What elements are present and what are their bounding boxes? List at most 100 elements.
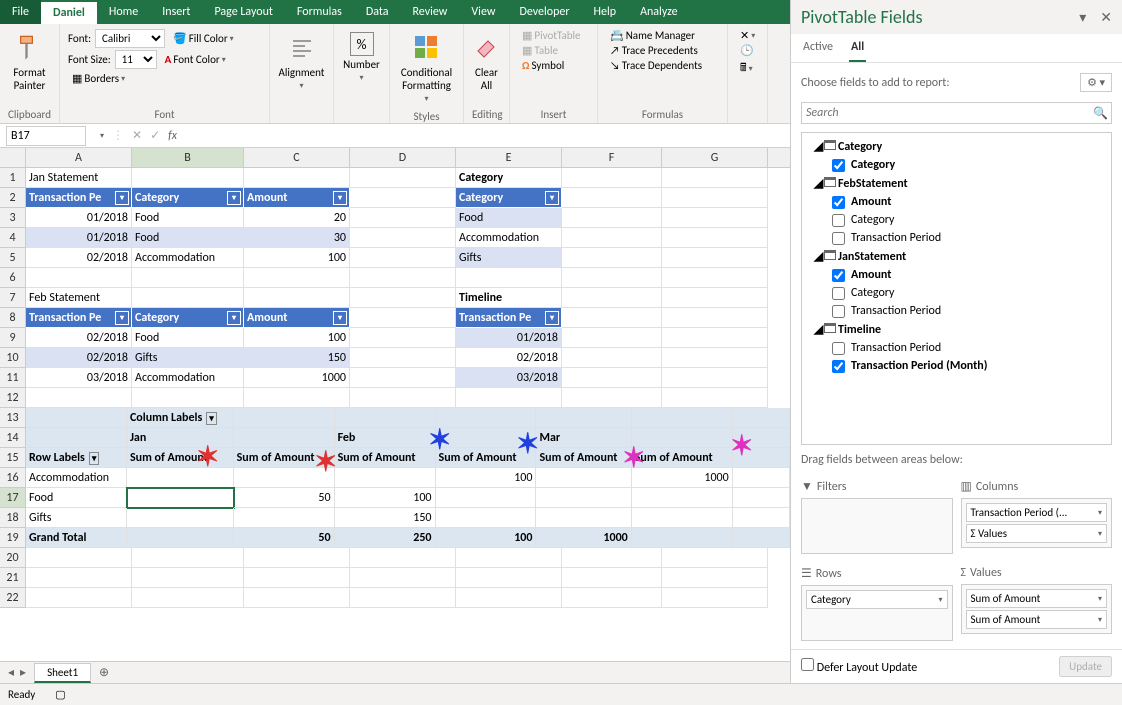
col-header-G[interactable]: G [662, 148, 768, 167]
cell[interactable]: Accommodation [456, 228, 562, 248]
cell[interactable] [562, 568, 662, 588]
cell[interactable]: Food [456, 208, 562, 228]
field-checkbox[interactable] [832, 360, 845, 373]
cell[interactable] [350, 548, 456, 568]
alignment-button[interactable]: Alignment▾ [278, 28, 325, 95]
row-header-21[interactable]: 21 [0, 568, 26, 588]
cell[interactable]: Food [132, 228, 244, 248]
cell[interactable] [26, 588, 132, 608]
row-header-17[interactable]: 17 [0, 488, 26, 508]
row-header-18[interactable]: 18 [0, 508, 26, 528]
val-item-sum2[interactable]: Sum of Amount [966, 610, 1108, 629]
sheet-nav[interactable]: ◂▸ [0, 665, 34, 680]
cell[interactable] [662, 588, 768, 608]
field-item[interactable]: Transaction Period [806, 339, 1107, 357]
sheet-tab-sheet1[interactable]: Sheet1 [34, 663, 91, 683]
row-header-7[interactable]: 7 [0, 288, 26, 308]
update-button[interactable]: Update [1059, 656, 1112, 677]
columns-drop-area[interactable]: Transaction Period (... Σ Values [961, 498, 1113, 548]
cell[interactable] [562, 548, 662, 568]
row-header-10[interactable]: 10 [0, 348, 26, 368]
tab-analyze[interactable]: Analyze [628, 0, 690, 24]
font-select[interactable]: Calibri [95, 29, 165, 48]
cell[interactable] [562, 188, 662, 208]
cell[interactable] [244, 288, 350, 308]
cell[interactable] [244, 168, 350, 188]
field-item[interactable]: Transaction Period (Month) [806, 357, 1107, 375]
cell[interactable] [26, 568, 132, 588]
cell[interactable] [456, 568, 562, 588]
cell[interactable] [562, 328, 662, 348]
filters-drop-area[interactable] [801, 498, 953, 554]
col-header-D[interactable]: D [350, 148, 456, 167]
row-header-1[interactable]: 1 [0, 168, 26, 188]
cell[interactable]: 01/2018 [26, 228, 132, 248]
cell[interactable]: Sum of Amount [335, 448, 436, 468]
cell[interactable] [562, 368, 662, 388]
tab-review[interactable]: Review [400, 0, 459, 24]
cell[interactable] [350, 388, 456, 408]
cell[interactable]: 02/2018 [26, 248, 132, 268]
fill-color-button[interactable]: 🪣 Fill Color ▾ [169, 31, 238, 46]
field-item[interactable]: Transaction Period [806, 302, 1107, 320]
col-header-B[interactable]: B [132, 148, 244, 167]
cell[interactable] [562, 248, 662, 268]
cell[interactable] [350, 228, 456, 248]
trace-precedents-button[interactable]: ↗ Trace Precedents [606, 43, 719, 58]
cell[interactable]: Gifts [132, 348, 244, 368]
field-table-category[interactable]: ◢Category [806, 137, 1107, 156]
cell[interactable] [234, 408, 335, 428]
cell[interactable] [562, 268, 662, 288]
cell[interactable]: Sum of Amount [234, 448, 335, 468]
cell[interactable] [662, 568, 768, 588]
tab-daniel[interactable]: Daniel [41, 0, 97, 24]
cell[interactable] [350, 208, 456, 228]
cell[interactable]: Transaction Pe [26, 188, 132, 208]
cell[interactable]: Grand Total [26, 528, 127, 548]
cell[interactable] [662, 348, 768, 368]
tab-home[interactable]: Home [97, 0, 150, 24]
name-manager-button[interactable]: 📇 Name Manager [606, 28, 719, 43]
cell[interactable] [662, 188, 768, 208]
cell[interactable]: 1000 [536, 528, 631, 548]
cell[interactable] [350, 588, 456, 608]
cell[interactable] [234, 468, 335, 488]
tab-data[interactable]: Data [354, 0, 401, 24]
cell[interactable]: Amount [244, 188, 350, 208]
calculator-button[interactable]: 🖩▾ [736, 58, 759, 79]
cell[interactable] [350, 168, 456, 188]
cell[interactable] [733, 428, 790, 448]
tab-formulas[interactable]: Formulas [285, 0, 354, 24]
cell[interactable] [132, 288, 244, 308]
pane-dropdown-icon[interactable]: ▾ [1079, 9, 1086, 26]
cell[interactable] [662, 168, 768, 188]
cell[interactable]: 100 [436, 468, 537, 488]
cell[interactable] [26, 388, 132, 408]
field-item[interactable]: Category [806, 156, 1107, 174]
cell[interactable] [127, 488, 234, 508]
field-checkbox[interactable] [832, 269, 845, 282]
cell[interactable] [632, 508, 733, 528]
name-box[interactable] [6, 126, 86, 146]
filter-dropdown-icon[interactable] [545, 311, 559, 325]
cell[interactable] [350, 268, 456, 288]
cell[interactable]: Column Labels▾ [127, 408, 234, 428]
field-checkbox[interactable] [832, 287, 845, 300]
tab-view[interactable]: View [459, 0, 507, 24]
cell[interactable] [127, 468, 234, 488]
cell[interactable]: Feb [335, 428, 436, 448]
cell[interactable] [562, 288, 662, 308]
cell[interactable] [562, 388, 662, 408]
cell[interactable] [536, 468, 631, 488]
cell[interactable]: 100 [244, 248, 350, 268]
cell[interactable]: Category [132, 308, 244, 328]
row-header-13[interactable]: 13 [0, 408, 26, 428]
cell[interactable] [234, 428, 335, 448]
cell[interactable] [662, 248, 768, 268]
row-header-5[interactable]: 5 [0, 248, 26, 268]
cell[interactable] [733, 468, 790, 488]
pane-gear-button[interactable]: ⚙ ▾ [1080, 73, 1112, 92]
cell[interactable] [632, 408, 733, 428]
field-checkbox[interactable] [832, 196, 845, 209]
field-table-timeline[interactable]: ◢Timeline [806, 320, 1107, 339]
